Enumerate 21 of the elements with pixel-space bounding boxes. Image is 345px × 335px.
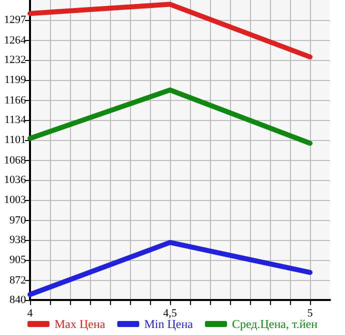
x-tick-label: 5	[307, 308, 314, 320]
legend-label: Min Цена	[144, 317, 194, 331]
legend-label: Max Цена	[54, 317, 106, 331]
y-tick-label: 1232	[4, 54, 26, 66]
y-tick-label: 1297	[4, 14, 26, 26]
y-tick-label: 872	[10, 274, 26, 286]
y-tick-label: 1166	[4, 94, 26, 106]
y-tick-label: 840	[10, 294, 26, 306]
legend-label: Сред.Цена, т.йен	[232, 317, 318, 331]
x-tick-label: 4	[27, 308, 34, 320]
y-tick-label: 938	[10, 234, 26, 246]
y-tick-label: 1199	[4, 74, 26, 86]
y-tick-label: 1003	[4, 194, 26, 206]
x-tick-label: 4,5	[163, 308, 178, 320]
y-tick-label: 1264	[4, 34, 26, 46]
y-tick-label: 1036	[4, 174, 26, 186]
y-tick-label: 1068	[4, 154, 26, 166]
y-tick-label: 1101	[4, 134, 26, 146]
y-tick-label: 970	[10, 214, 26, 226]
y-tick-label: 1134	[4, 114, 26, 126]
y-tick-label: 905	[10, 254, 26, 266]
